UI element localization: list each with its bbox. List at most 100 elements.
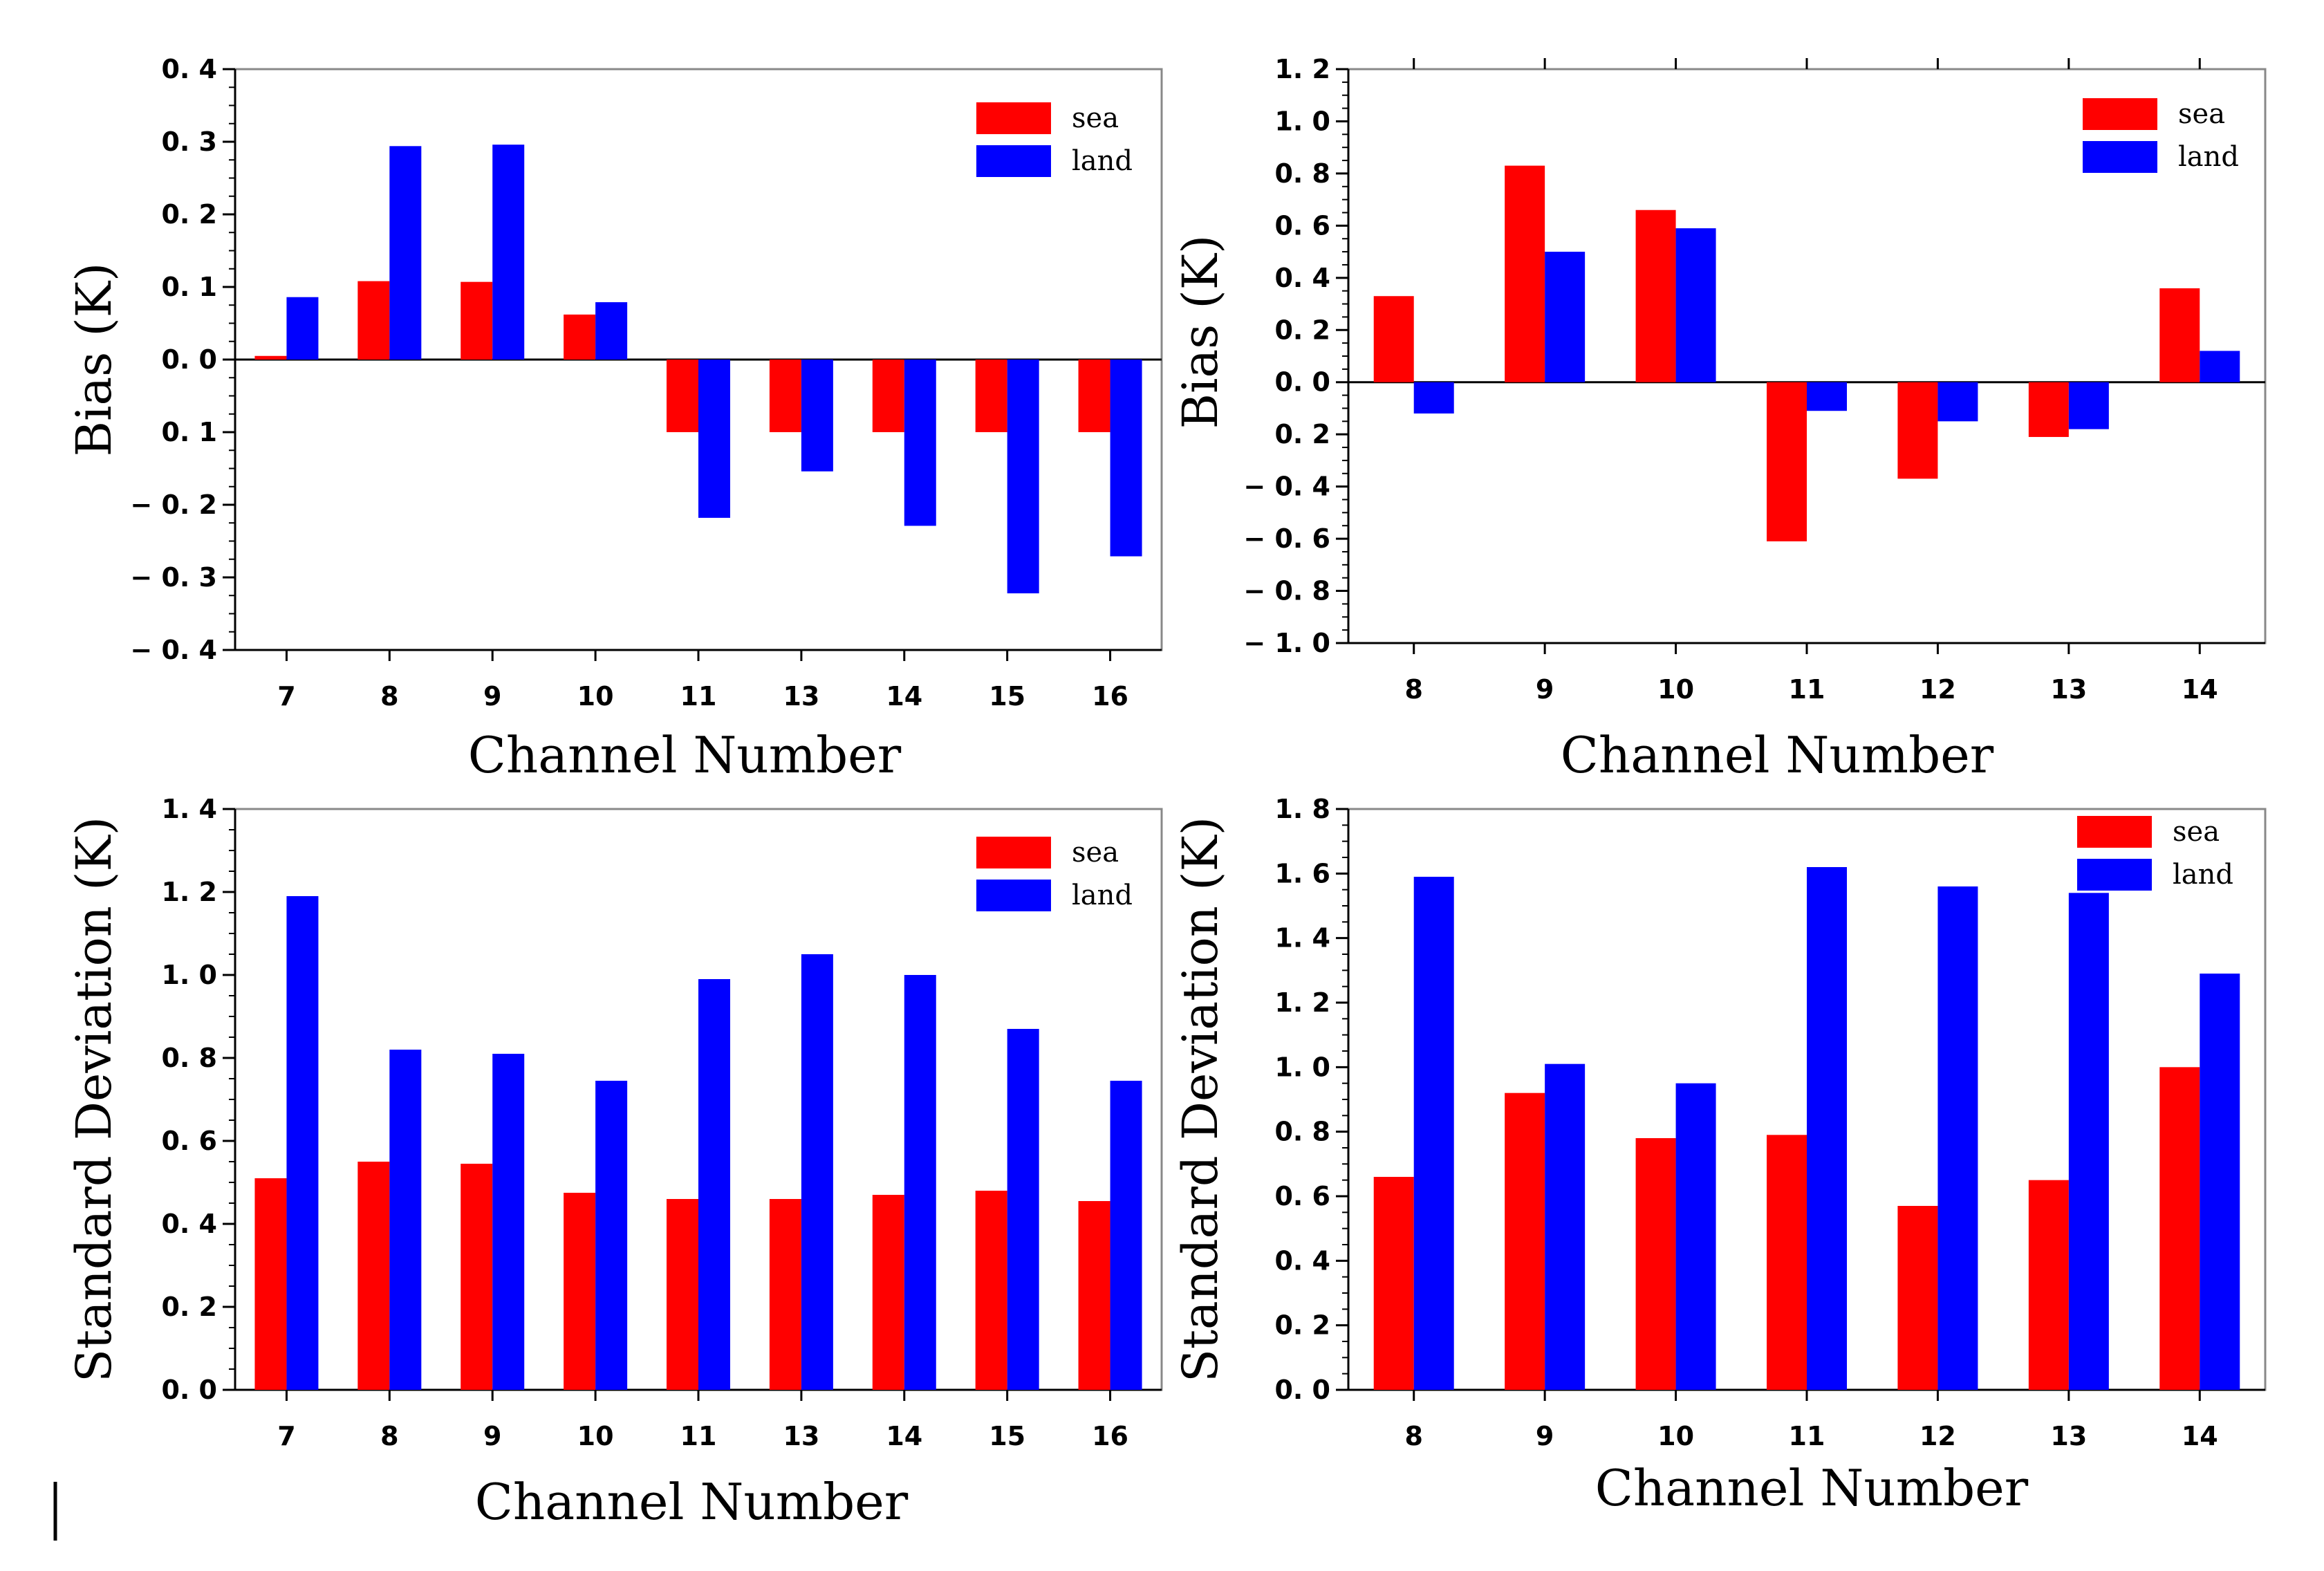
y-tick-label: 0. 0 — [161, 344, 217, 375]
y-tick-label: − 0. 4 — [1243, 472, 1330, 502]
legend-swatch-land — [2077, 859, 2152, 891]
legend-label-sea: sea — [1072, 102, 1119, 134]
x-tick-label: 14 — [886, 1421, 922, 1451]
bar-sea — [667, 360, 698, 432]
y-tick-label: 0. 6 — [161, 1126, 217, 1156]
bar-sea — [254, 355, 287, 360]
x-tick-label: 13 — [2050, 674, 2087, 705]
bar-land — [286, 297, 319, 360]
bar-sea — [1078, 1201, 1110, 1390]
legend-swatch-sea — [2083, 98, 2157, 130]
x-tick-label: 13 — [783, 681, 819, 712]
x-tick-label: 14 — [2182, 674, 2218, 705]
bar-sea — [769, 360, 801, 432]
chart-panels: 0. 4 0. 3 0. 2 0. 1 0. 0 0. 1 − 0. 2 − 0. 3 − 0.… — [66, 54, 2267, 1531]
legend-label-sea: sea — [2173, 816, 2220, 848]
x-tick-label: 14 — [2182, 1421, 2218, 1451]
bar-land — [2068, 893, 2109, 1390]
bar-land — [801, 954, 833, 1390]
bar-sea — [1373, 1177, 1414, 1390]
x-axis-title: Channel Number — [475, 1473, 909, 1531]
x-tick-label: 9 — [483, 1421, 501, 1451]
bar-land — [1007, 360, 1039, 594]
bar-land — [1110, 360, 1142, 557]
bar-sea — [1635, 210, 1676, 382]
y-tick-label: 0. 2 — [1274, 419, 1330, 449]
y-tick-label: 0. 2 — [161, 199, 217, 230]
chart-panel-4: 1. 8 1. 6 1. 4 1. 2 1. 0 0. 8 0. 6 0. 4 0. 2 0. 0… — [1172, 794, 2267, 1517]
x-tick-label: 12 — [1919, 674, 1956, 705]
x-tick-label: 8 — [380, 1421, 398, 1451]
bar-land — [1937, 886, 1978, 1390]
bar-sea — [667, 1199, 698, 1390]
x-tick-label: 11 — [680, 1421, 717, 1451]
bar-land — [904, 975, 936, 1390]
x-tick-label: 12 — [1919, 1421, 1956, 1451]
bar-land — [2200, 974, 2240, 1390]
x-axis-title: Channel Number — [468, 726, 902, 784]
bar-land — [1807, 867, 1847, 1390]
bar-sea — [975, 1191, 1007, 1390]
x-tick-label: 7 — [277, 681, 295, 712]
x-tick-label: 15 — [989, 681, 1025, 712]
x-tick-label: 9 — [483, 681, 501, 712]
bar-sea — [975, 360, 1007, 432]
chart-panel-2: 1. 2 1. 0 0. 8 0. 6 0. 4 0. 2 0. 0 0. 2 − 0. 4 − … — [1172, 54, 2267, 784]
x-axis-title: Channel Number — [1595, 1459, 2029, 1517]
x-tick-label: 10 — [1657, 1421, 1694, 1451]
y-tick-label: 0. 8 — [1274, 1117, 1330, 1147]
bar-land — [1675, 228, 1716, 382]
x-tick-label: 8 — [1404, 674, 1422, 705]
bar-sea — [564, 1193, 596, 1390]
y-tick-label: 1. 2 — [1274, 987, 1330, 1018]
y-tick-label: − 0. 4 — [130, 635, 217, 665]
x-tick-label: 16 — [1092, 681, 1128, 712]
chart-panel-3: 1. 4 1. 2 1. 0 0. 8 0. 6 0. 4 0. 2 0. 0 7 8 9 10 11 1… — [66, 794, 1163, 1531]
bar-sea — [564, 314, 596, 360]
bar-land — [1110, 1081, 1142, 1390]
bar-sea — [461, 281, 493, 360]
bar-sea — [1078, 360, 1110, 432]
x-tick-label: 15 — [989, 1421, 1025, 1451]
bar-land — [2068, 382, 2109, 429]
bar-sea — [1767, 1135, 1807, 1390]
legend-label-land: land — [1072, 145, 1133, 177]
legend-label-land: land — [2173, 859, 2233, 891]
bar-sea — [2159, 1067, 2200, 1390]
x-tick-label: 9 — [1536, 674, 1554, 705]
bar-land — [1545, 252, 1586, 382]
y-tick-label: 0. 0 — [161, 1375, 217, 1405]
legend-swatch-land — [976, 880, 1051, 911]
x-tick-label: 8 — [1404, 1421, 1422, 1451]
y-tick-label: 0. 4 — [1274, 263, 1330, 293]
legend-label-sea: sea — [1072, 837, 1119, 868]
bar-sea — [254, 1178, 287, 1390]
y-tick-label: − 0. 3 — [130, 562, 217, 593]
x-tick-label: 11 — [1789, 674, 1825, 705]
y-tick-label: − 0. 8 — [1243, 576, 1330, 606]
bar-land — [595, 302, 628, 360]
y-tick-label: 0. 1 — [161, 272, 217, 302]
bar-land — [492, 145, 525, 360]
y-tick-label: 0. 3 — [161, 127, 217, 157]
bar-sea — [2028, 382, 2069, 437]
legend: sea land — [2077, 816, 2233, 891]
bar-land — [2200, 351, 2240, 382]
x-tick-label: 7 — [277, 1421, 295, 1451]
bar-sea — [1505, 1093, 1545, 1390]
legend-swatch-sea — [976, 837, 1051, 868]
y-tick-label: 1. 2 — [161, 877, 217, 907]
legend: sea land — [976, 837, 1133, 911]
bar-land — [389, 1050, 422, 1390]
legend-swatch-land — [976, 145, 1051, 177]
bar-land — [1413, 877, 1454, 1390]
y-tick-label: 1. 0 — [1274, 106, 1330, 136]
x-tick-label: 10 — [1657, 674, 1694, 705]
y-tick-label: 1. 6 — [1274, 858, 1330, 889]
y-tick-label: 0. 4 — [161, 54, 217, 84]
chart-panel-1: 0. 4 0. 3 0. 2 0. 1 0. 0 0. 1 − 0. 2 − 0. 3 − 0.… — [66, 54, 1163, 784]
bar-sea — [1373, 296, 1414, 382]
legend-swatch-sea — [976, 102, 1051, 134]
bar-land — [1675, 1083, 1716, 1390]
